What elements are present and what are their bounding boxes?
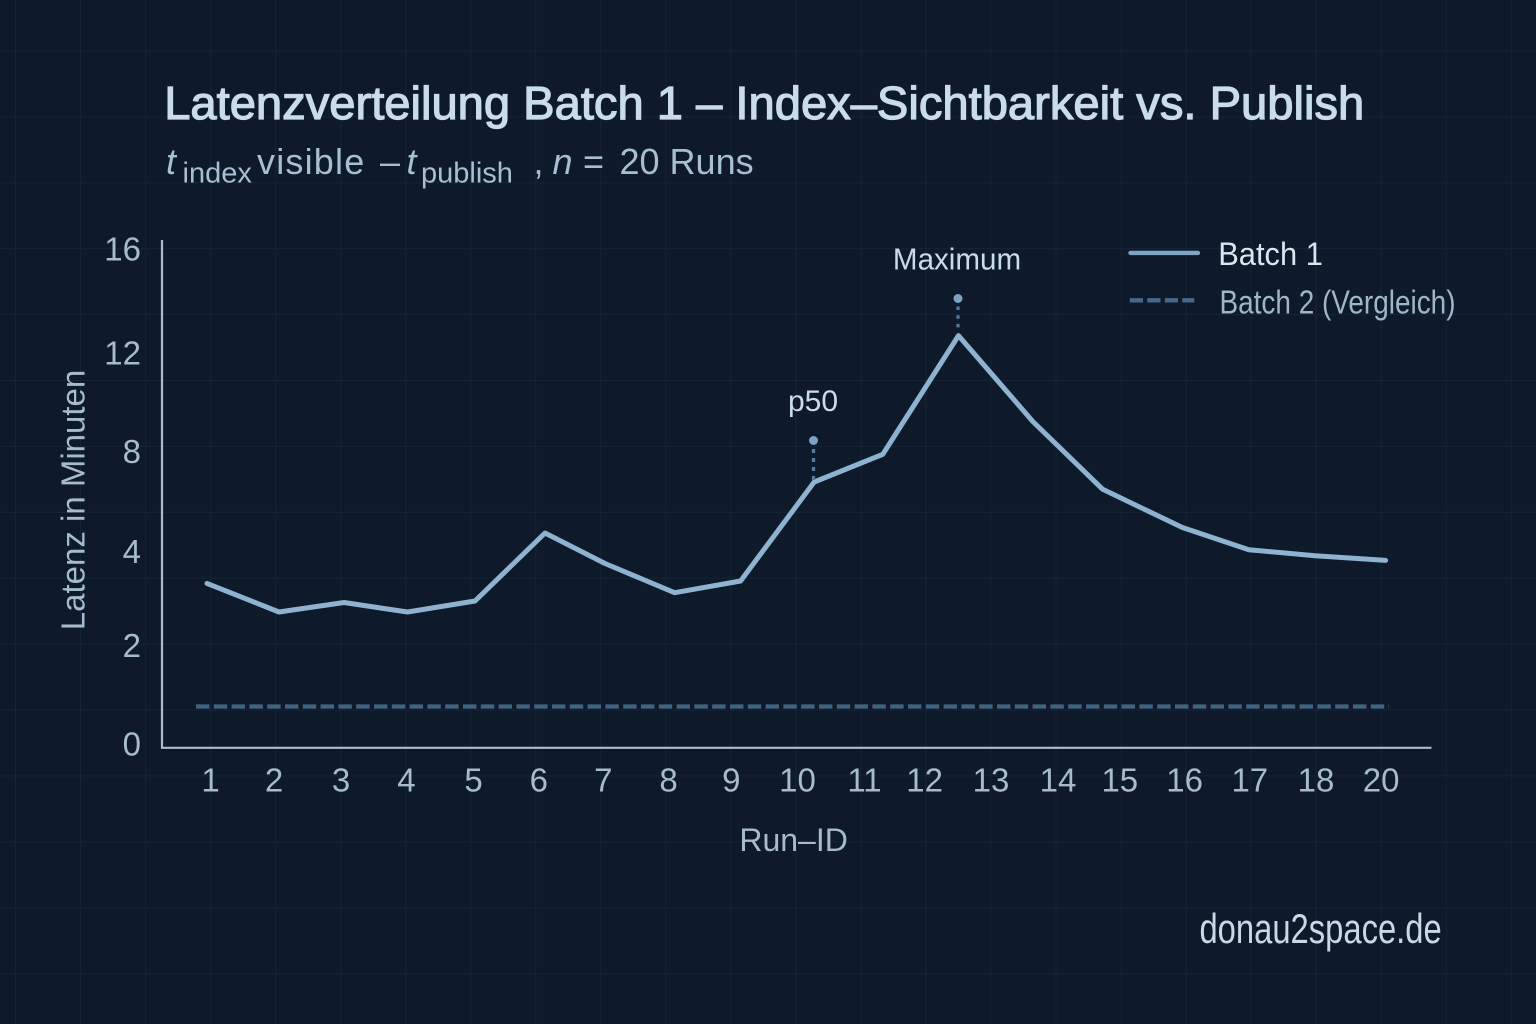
svg-text:2: 2 [265,762,283,799]
svg-text:7: 7 [594,762,612,799]
svg-text:14: 14 [1040,762,1077,799]
svg-text:5: 5 [464,762,482,799]
svg-text:Maximum: Maximum [893,243,1021,276]
svg-text:8: 8 [659,762,677,799]
svg-text:Batch 1: Batch 1 [1218,235,1323,272]
svg-text:11: 11 [847,762,881,799]
svg-text:16: 16 [104,231,141,268]
svg-text:9: 9 [722,762,740,799]
svg-text:20: 20 [1363,762,1400,799]
svg-text:4: 4 [123,533,141,570]
svg-text:t: t [407,141,419,182]
svg-text:18: 18 [1298,762,1335,799]
svg-text:Latenz in Minuten: Latenz in Minuten [55,370,92,631]
svg-text:8: 8 [123,433,141,470]
svg-text:2: 2 [123,627,141,664]
svg-text:16: 16 [1166,762,1203,799]
svg-text:12: 12 [104,335,141,372]
svg-text:,: , [534,141,544,182]
svg-text:12: 12 [906,762,943,799]
svg-text:4: 4 [397,762,415,799]
svg-text:=: = [583,141,604,182]
svg-text:3: 3 [332,762,350,799]
svg-text:Latenzverteilung Batch 1 – Ind: Latenzverteilung Batch 1 – Index–Sichtba… [164,78,1364,129]
svg-text:index: index [183,158,253,190]
svg-text:0: 0 [123,726,141,763]
svg-text:publish: publish [421,158,513,190]
svg-text:17: 17 [1231,762,1268,799]
svg-text:15: 15 [1101,762,1138,799]
svg-text:Batch 2 (Vergleich): Batch 2 (Vergleich) [1220,284,1456,321]
svg-text:20 Runs: 20 Runs [620,141,754,182]
svg-text:n: n [553,141,573,182]
svg-text:Run–ID: Run–ID [739,822,848,858]
svg-text:–: – [380,141,400,182]
svg-text:t: t [166,141,178,182]
svg-text:13: 13 [973,762,1010,799]
svg-text:donau2space.de: donau2space.de [1199,905,1441,952]
svg-text:10: 10 [779,762,816,799]
svg-text:1: 1 [201,762,219,799]
svg-text:visible: visible [257,141,365,182]
svg-text:p50: p50 [788,385,838,418]
svg-text:6: 6 [530,762,548,799]
